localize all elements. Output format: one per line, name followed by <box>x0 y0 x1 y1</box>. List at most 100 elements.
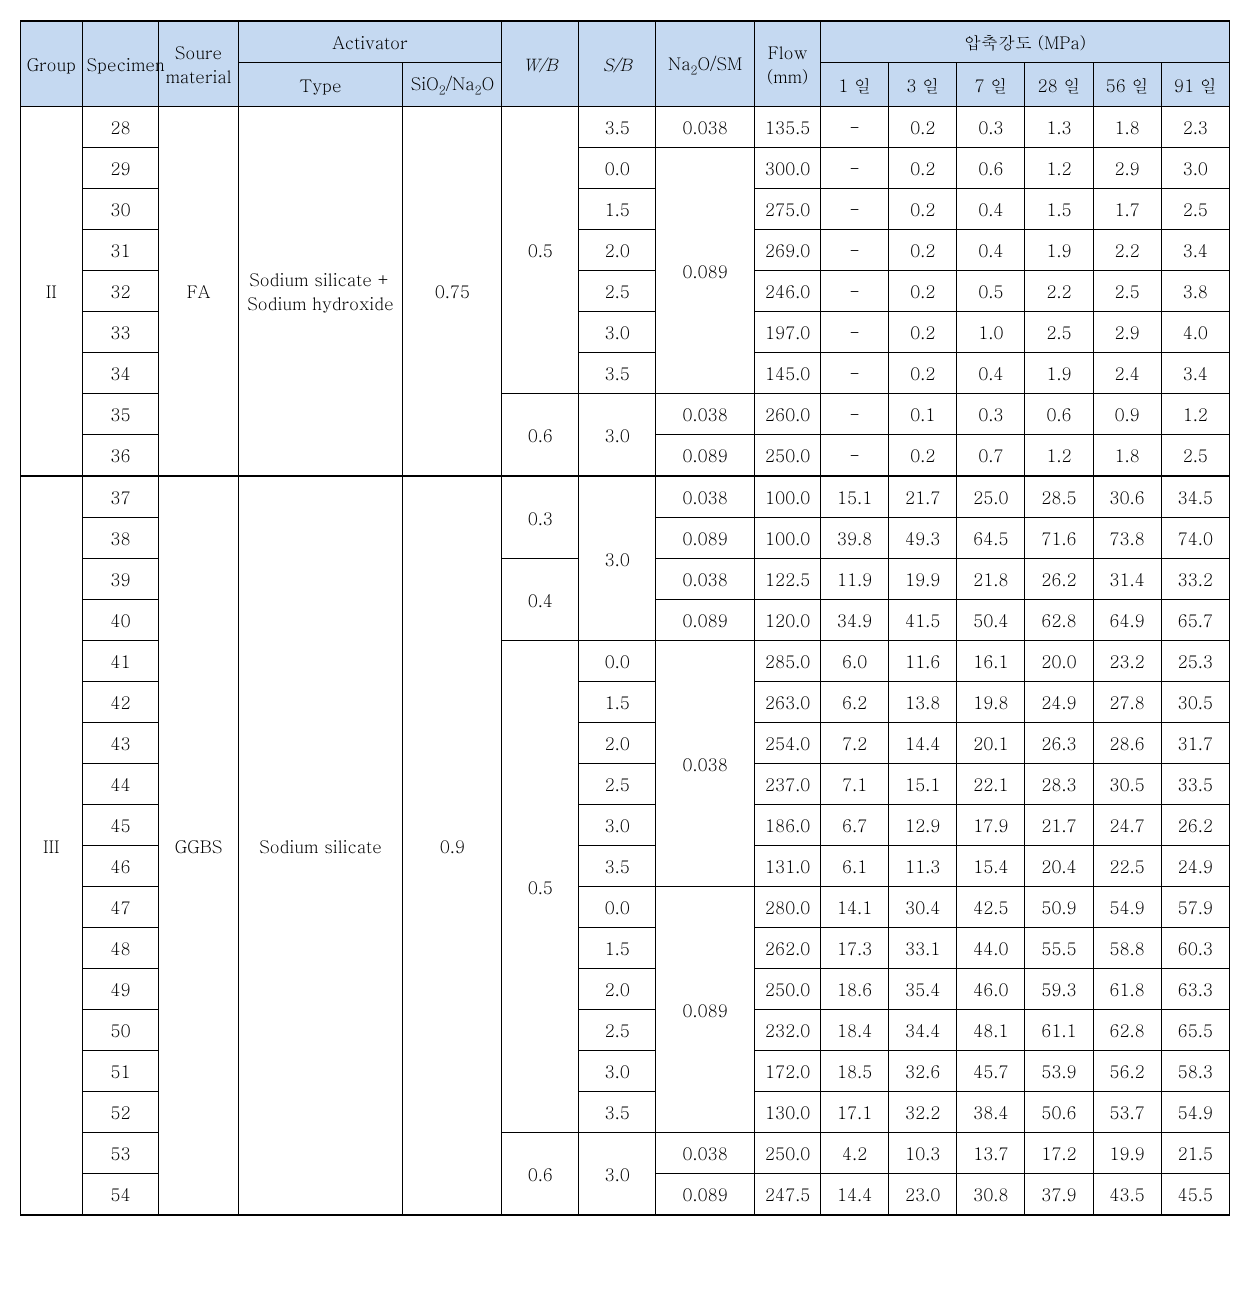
cell-d56: 2.5 <box>1093 271 1161 312</box>
cell-d1: 17.3 <box>821 928 889 969</box>
cell-specimen: 40 <box>82 600 159 641</box>
cell-flow: 262.0 <box>755 928 821 969</box>
hdr-day1: 1 일 <box>821 63 889 107</box>
cell-d3: 15.1 <box>889 764 957 805</box>
cell-d7: 17.9 <box>957 805 1025 846</box>
cell-d56: 30.5 <box>1093 764 1161 805</box>
cell-d3: 30.4 <box>889 887 957 928</box>
cell-d28: 26.2 <box>1025 559 1093 600</box>
cell-d91: 26.2 <box>1161 805 1229 846</box>
cell-d91: 1.2 <box>1161 394 1229 435</box>
cell-d7: 13.7 <box>957 1133 1025 1174</box>
cell-d28: 37.9 <box>1025 1174 1093 1216</box>
cell-flow: 246.0 <box>755 271 821 312</box>
cell-d91: 74.0 <box>1161 518 1229 559</box>
cell-group: II <box>21 107 83 477</box>
cell-d91: 65.5 <box>1161 1010 1229 1051</box>
cell-d7: 21.8 <box>957 559 1025 600</box>
cell-d91: 63.3 <box>1161 969 1229 1010</box>
cell-d91: 65.7 <box>1161 600 1229 641</box>
cell-d56: 73.8 <box>1093 518 1161 559</box>
cell-flow: 100.0 <box>755 518 821 559</box>
cell-d28: 1.3 <box>1025 107 1093 148</box>
cell-d3: 10.3 <box>889 1133 957 1174</box>
cell-d3: 0.2 <box>889 107 957 148</box>
cell-d56: 56.2 <box>1093 1051 1161 1092</box>
cell-flow: 237.0 <box>755 764 821 805</box>
cell-specimen: 47 <box>82 887 159 928</box>
hdr-day56: 56 일 <box>1093 63 1161 107</box>
cell-d3: 0.2 <box>889 312 957 353</box>
cell-d1: 6.7 <box>821 805 889 846</box>
cell-d91: 3.4 <box>1161 353 1229 394</box>
cell-flow: 280.0 <box>755 887 821 928</box>
cell-flow: 145.0 <box>755 353 821 394</box>
cell-flow: 130.0 <box>755 1092 821 1133</box>
cell-d91: 54.9 <box>1161 1092 1229 1133</box>
cell-wb: 0.4 <box>502 559 579 641</box>
cell-d28: 61.1 <box>1025 1010 1093 1051</box>
cell-d3: 0.1 <box>889 394 957 435</box>
cell-sb: 3.0 <box>579 476 656 641</box>
cell-source: FA <box>159 107 238 477</box>
cell-flow: 254.0 <box>755 723 821 764</box>
cell-d3: 0.2 <box>889 353 957 394</box>
cell-d7: 46.0 <box>957 969 1025 1010</box>
cell-d28: 55.5 <box>1025 928 1093 969</box>
cell-d28: 26.3 <box>1025 723 1093 764</box>
cell-d91: 25.3 <box>1161 641 1229 682</box>
cell-d28: 50.6 <box>1025 1092 1093 1133</box>
cell-sb: 3.0 <box>579 312 656 353</box>
cell-d91: 3.0 <box>1161 148 1229 189</box>
cell-sb: 3.0 <box>579 1051 656 1092</box>
cell-d28: 1.2 <box>1025 148 1093 189</box>
table-body: II28FASodium silicate +Sodium hydroxide0… <box>21 107 1230 1216</box>
cell-na: 0.089 <box>656 887 755 1133</box>
cell-d91: 45.5 <box>1161 1174 1229 1216</box>
cell-d1: 6.2 <box>821 682 889 723</box>
cell-sb: 1.5 <box>579 682 656 723</box>
cell-flow: 120.0 <box>755 600 821 641</box>
cell-d56: 2.9 <box>1093 148 1161 189</box>
cell-d56: 53.7 <box>1093 1092 1161 1133</box>
hdr-act-ratio: SiO2/Na2O <box>403 63 502 107</box>
cell-d91: 4.0 <box>1161 312 1229 353</box>
cell-flow: 135.5 <box>755 107 821 148</box>
cell-d3: 23.0 <box>889 1174 957 1216</box>
cell-specimen: 39 <box>82 559 159 600</box>
cell-flow: 285.0 <box>755 641 821 682</box>
cell-specimen: 50 <box>82 1010 159 1051</box>
cell-d91: 30.5 <box>1161 682 1229 723</box>
cell-d56: 1.8 <box>1093 435 1161 477</box>
cell-d56: 61.8 <box>1093 969 1161 1010</box>
cell-d1: 18.4 <box>821 1010 889 1051</box>
cell-d91: 2.5 <box>1161 435 1229 477</box>
cell-d1: 7.2 <box>821 723 889 764</box>
cell-d1: 6.1 <box>821 846 889 887</box>
cell-d7: 0.4 <box>957 230 1025 271</box>
cell-d1: 15.1 <box>821 476 889 518</box>
cell-d3: 19.9 <box>889 559 957 600</box>
cell-d3: 12.9 <box>889 805 957 846</box>
cell-d91: 2.3 <box>1161 107 1229 148</box>
cell-wb: 0.6 <box>502 1133 579 1216</box>
cell-d91: 33.5 <box>1161 764 1229 805</box>
cell-wb: 0.3 <box>502 476 579 559</box>
cell-flow: 247.5 <box>755 1174 821 1216</box>
cell-d3: 11.6 <box>889 641 957 682</box>
cell-d1: - <box>821 107 889 148</box>
cell-d3: 13.8 <box>889 682 957 723</box>
cell-d56: 24.7 <box>1093 805 1161 846</box>
cell-na: 0.038 <box>656 1133 755 1174</box>
cell-na: 0.038 <box>656 476 755 518</box>
cell-d7: 1.0 <box>957 312 1025 353</box>
cell-d3: 21.7 <box>889 476 957 518</box>
cell-sb: 3.0 <box>579 394 656 477</box>
cell-sb: 3.0 <box>579 1133 656 1216</box>
cell-specimen: 32 <box>82 271 159 312</box>
cell-d1: 17.1 <box>821 1092 889 1133</box>
cell-wb: 0.6 <box>502 394 579 477</box>
cell-d28: 1.2 <box>1025 435 1093 477</box>
cell-d7: 0.4 <box>957 189 1025 230</box>
cell-d28: 59.3 <box>1025 969 1093 1010</box>
